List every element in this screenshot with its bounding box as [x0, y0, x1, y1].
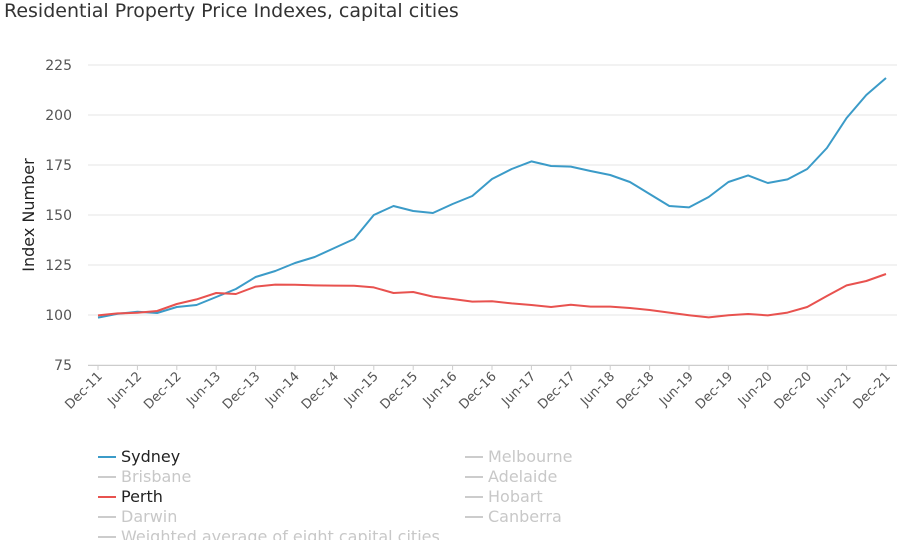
y-tick-label: 75: [54, 358, 72, 374]
chart-title: Residential Property Price Indexes, capi…: [4, 0, 459, 22]
legend-label: Brisbane: [121, 467, 192, 486]
x-tick-label: Dec-14: [299, 369, 342, 412]
legend-swatch: [98, 495, 116, 498]
legend-item-brisbane[interactable]: Brisbane: [98, 467, 191, 486]
legend-item-darwin[interactable]: Darwin: [98, 507, 177, 526]
x-tick-label: Jun-20: [735, 369, 776, 410]
x-tick-label: Dec-15: [378, 369, 421, 412]
x-tick-label: Jun-15: [341, 369, 382, 410]
x-tick-label: Dec-17: [535, 369, 578, 412]
x-tick-label: Dec-11: [62, 369, 105, 412]
legend-item-canberra[interactable]: Canberra: [465, 507, 562, 526]
x-tick-label: Jun-18: [577, 369, 618, 410]
x-tick-label: Dec-20: [772, 369, 815, 412]
x-tick-label: Jun-19: [656, 369, 697, 410]
legend-swatch: [98, 535, 116, 538]
legend-label: Sydney: [121, 447, 181, 466]
legend-label: Adelaide: [488, 467, 558, 486]
x-tick-label: Jun-21: [814, 369, 855, 410]
x-tick-label: Dec-13: [220, 369, 263, 412]
x-tick-label: Dec-18: [614, 369, 657, 412]
x-tick-label: Jun-13: [183, 369, 224, 410]
chart-legend: Sydney Melbourne Brisbane Adelaide Perth Hoba…: [98, 447, 838, 540]
legend-label: Melbourne: [488, 447, 573, 466]
legend-label: Canberra: [488, 507, 562, 526]
legend-item-melbourne[interactable]: Melbourne: [465, 447, 572, 466]
legend-swatch: [465, 455, 483, 458]
legend-item-hobart[interactable]: Hobart: [465, 487, 543, 506]
y-tick-label: 175: [45, 158, 72, 174]
legend-swatch: [465, 475, 483, 478]
y-tick-label: 100: [45, 308, 72, 324]
x-tick-label: Dec-16: [456, 369, 499, 412]
series-line-perth: [97, 273, 887, 319]
legend-label: Darwin: [121, 507, 178, 526]
x-tick-label: Jun-14: [262, 369, 303, 410]
legend-label: Perth: [121, 487, 163, 506]
x-tick-label: Jun-12: [105, 369, 146, 410]
legend-swatch: [465, 495, 483, 498]
x-tick-label: Dec-12: [141, 369, 184, 412]
x-tick-label: Jun-16: [420, 369, 461, 410]
legend-item-perth[interactable]: Perth: [98, 487, 163, 506]
legend-swatch: [98, 515, 116, 518]
legend-label: Weighted average of eight capital cities: [121, 527, 440, 540]
legend-item-adelaide[interactable]: Adelaide: [465, 467, 557, 486]
y-tick-label: 125: [45, 258, 72, 274]
y-axis-label: Index Number: [19, 158, 38, 272]
y-tick-label: 225: [45, 58, 72, 74]
legend-swatch: [98, 475, 116, 478]
y-tick-label: 150: [45, 208, 72, 224]
x-tick-label: Dec-21: [850, 369, 893, 412]
x-tick-label: Jun-17: [499, 369, 540, 410]
legend-item-weighted-average-of-eight-capital-cities[interactable]: Weighted average of eight capital cities: [98, 527, 440, 540]
legend-label: Hobart: [488, 487, 543, 506]
y-tick-label: 200: [45, 108, 72, 124]
series-line-sydney: [97, 77, 887, 319]
x-tick-label: Dec-19: [693, 369, 736, 412]
legend-swatch: [465, 515, 483, 518]
legend-swatch: [98, 455, 116, 458]
legend-item-sydney[interactable]: Sydney: [98, 447, 180, 466]
